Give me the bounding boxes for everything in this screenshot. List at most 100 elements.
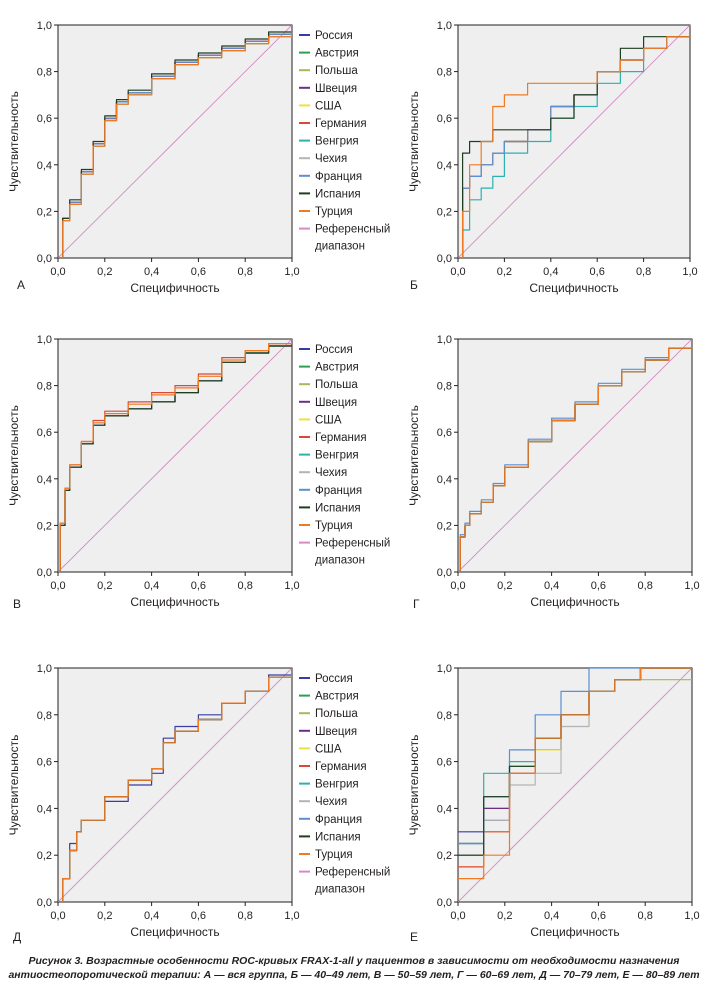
figure-svg: 0,00,00,20,20,40,40,60,60,80,81,01,0Спец… [7, 20, 700, 944]
legend: Россия Австрия Польша Швеция США Германия Венг… [299, 344, 390, 567]
chart-panel-6: 0,00,0 0,2 0,2 0,4 0,4 0,6 0,6 0,8 0,8 1,0 1,0 Спец… [407, 663, 700, 944]
y-tick-label: 0,4 [37, 160, 52, 172]
y-tick-label: 0,8 [437, 381, 452, 393]
legend-label: Австрия [315, 691, 359, 703]
chart-panel-1: 0,00,0 0,2 0,2 0,4 0,4 0,6 0,6 0,8 0,8 1,0 1,0 Спец… [7, 20, 390, 295]
legend-label: Россия [315, 30, 353, 42]
y-tick-label: 0,2 [437, 850, 452, 862]
y-tick-label: 1,0 [437, 334, 452, 346]
series-line-11 [58, 668, 292, 902]
legend-label: Венгрия [315, 450, 359, 462]
y-axis-label: Чувствительность [407, 735, 421, 836]
x-tick-label: 0,0 [450, 266, 465, 278]
x-tick-label: 0,4 [144, 910, 159, 922]
legend-label: Испания [315, 831, 361, 843]
legend-label: Референсный диапазон [315, 867, 390, 896]
series-line-10 [458, 25, 690, 258]
legend-label: США [315, 743, 342, 755]
series-line-11 [458, 339, 692, 572]
y-tick-label: 1,0 [37, 334, 52, 346]
x-axis-label: Специфичность [130, 281, 219, 295]
y-tick-label: 0,6 [37, 757, 52, 769]
x-tick-label: 0,6 [590, 266, 605, 278]
series-line-12 [458, 339, 692, 572]
x-tick-label: 0,2 [497, 580, 512, 592]
y-tick-label: 0,0 [437, 897, 452, 909]
x-tick-label: 0,6 [191, 910, 206, 922]
x-axis-label: Специфичность [530, 925, 619, 939]
legend-label: Польша [315, 379, 358, 391]
legend-label: Референсный диапазон [315, 538, 390, 567]
legend-label: США [315, 414, 342, 426]
y-tick-label: 0,2 [37, 206, 52, 218]
y-axis-label: Чувствительность [7, 405, 21, 506]
x-tick-label: 1,0 [284, 910, 299, 922]
x-tick-label: 0,6 [591, 910, 606, 922]
x-tick-label: 0,2 [97, 580, 112, 592]
legend-label: Венгрия [315, 779, 359, 791]
legend-label-line: диапазон [315, 241, 365, 253]
x-tick-label: 1,0 [682, 266, 697, 278]
y-axis-label: Чувствительность [407, 405, 421, 506]
x-axis-label: Специфичность [130, 595, 219, 609]
y-tick-label: 0,4 [437, 160, 452, 172]
chart-panel-4: 0,00,0 0,2 0,2 0,4 0,4 0,6 0,6 0,8 0,8 1,0 1,0 Спец… [407, 334, 700, 611]
legend-label: Россия [315, 673, 353, 685]
x-tick-label: 0,8 [238, 580, 253, 592]
legend-label: Швеция [315, 397, 357, 409]
chart-panel-5: 0,00,0 0,2 0,2 0,4 0,4 0,6 0,6 0,8 0,8 1,0 1,0 Спец… [7, 663, 390, 944]
x-tick-label: 0,2 [97, 266, 112, 278]
x-tick-label: 0,6 [191, 580, 206, 592]
legend: Россия Австрия Польша Швеция США Германия Венг… [299, 30, 390, 253]
series-group [458, 668, 692, 902]
x-tick-label: 0,8 [636, 266, 651, 278]
y-tick-label: 0,0 [437, 253, 452, 265]
x-tick-label: 0,0 [50, 580, 65, 592]
legend-label: Референсный диапазон [315, 224, 390, 253]
x-tick-label: 0,4 [544, 580, 559, 592]
series-line-12 [58, 668, 292, 902]
x-tick-label: 1,0 [684, 910, 699, 922]
y-tick-label: 0,4 [37, 474, 52, 486]
y-tick-label: 1,0 [37, 20, 52, 32]
x-tick-label: 0,4 [144, 580, 159, 592]
figure: 0,0 0,0 0,2 0,2 0,4 0,4 0,6 0,6 0,8 0,8 1,0 1,0 Спец… [7, 20, 700, 944]
panel-label: Б [410, 278, 418, 292]
y-tick-label: 0,0 [37, 897, 52, 909]
legend-label-line: Референсный [315, 224, 390, 236]
x-tick-label: 0,0 [450, 580, 465, 592]
series-line-12 [458, 25, 690, 258]
y-tick-label: 0,6 [37, 427, 52, 439]
y-tick-label: 0,8 [437, 710, 452, 722]
series-group [58, 668, 292, 902]
chart-panel-2: 0,00,0 0,2 0,2 0,4 0,4 0,6 0,6 0,8 0,8 1,0 1,0 Спец… [407, 20, 698, 295]
x-tick-label: 0,8 [638, 580, 653, 592]
x-tick-label: 0,6 [591, 580, 606, 592]
x-axis-label: Специфичность [529, 281, 618, 295]
legend-label: Чехия [315, 153, 347, 165]
x-tick-label: 0,8 [238, 910, 253, 922]
legend-label: США [315, 100, 342, 112]
y-axis-label: Чувствительность [7, 735, 21, 836]
chart-panel-3: 0,00,0 0,2 0,2 0,4 0,4 0,6 0,6 0,8 0,8 1,0 1,0 Спец… [7, 334, 390, 611]
y-tick-label: 0,4 [437, 474, 452, 486]
series-group [58, 25, 292, 258]
panel-label: Е [410, 930, 418, 944]
legend-label: Франция [315, 171, 362, 183]
y-tick-label: 0,6 [37, 113, 52, 125]
series-line-11 [458, 25, 690, 258]
legend-label: Австрия [315, 48, 359, 60]
panel-label: В [13, 597, 21, 611]
legend-label: Турция [315, 206, 353, 218]
legend-label: Турция [315, 520, 353, 532]
y-tick-label: 0,2 [437, 206, 452, 218]
x-axis-label: Специфичность [130, 925, 219, 939]
y-tick-label: 0,0 [37, 253, 52, 265]
x-tick-label: 1,0 [284, 266, 299, 278]
legend-label: Франция [315, 814, 362, 826]
y-tick-label: 0,8 [37, 710, 52, 722]
figure-caption: Рисунок 3. Возрастные особенности ROC-кр… [8, 955, 700, 981]
y-tick-label: 0,2 [37, 520, 52, 532]
y-axis-label: Чувствительность [7, 91, 21, 192]
x-tick-label: 0,0 [450, 910, 465, 922]
